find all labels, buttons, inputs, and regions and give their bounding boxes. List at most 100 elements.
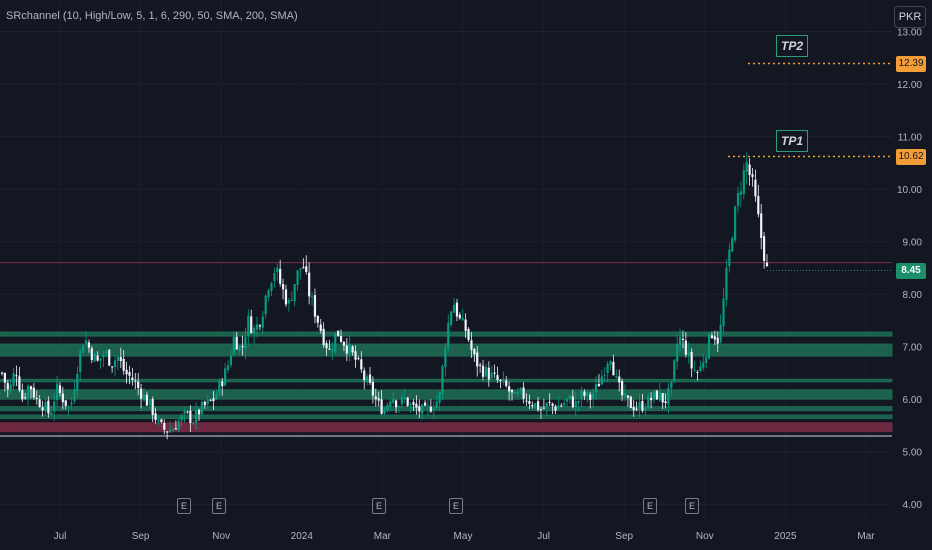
candle-body [290, 300, 293, 302]
candle-body [580, 390, 583, 400]
candle-body [215, 393, 218, 400]
candle-body [687, 352, 690, 357]
x-tick-label: Sep [132, 531, 150, 542]
candle-body [380, 399, 383, 414]
candle-body [334, 332, 337, 353]
earnings-marker[interactable]: E [685, 498, 699, 514]
x-tick-label: Jul [54, 531, 67, 542]
candle-body [392, 399, 395, 403]
candle-body [238, 346, 241, 352]
y-tick-label: 6.00 [903, 395, 923, 406]
candle-body [728, 249, 731, 267]
candle-body [357, 358, 360, 360]
price-axis: 4.00 5.00 6.00 7.00 8.00 9.00 10.00 11.00 12.00 1… [897, 28, 922, 512]
candle-body [264, 295, 267, 315]
candle-body [9, 384, 12, 392]
candle-body [484, 366, 488, 377]
candle-body [224, 368, 227, 386]
candle-body [328, 348, 331, 350]
candle-body [368, 374, 372, 383]
candle-body [371, 381, 375, 396]
currency-button[interactable]: PKR [894, 6, 926, 28]
candle-body [739, 191, 743, 195]
earnings-marker[interactable]: E [372, 498, 386, 514]
candle-body [536, 401, 540, 411]
candle-body [310, 296, 314, 298]
candle-body [339, 336, 343, 342]
x-tick-label: Mar [857, 531, 875, 542]
candle-body [594, 384, 598, 393]
candle-body [629, 396, 632, 409]
candle-body [122, 358, 125, 371]
candle-body [490, 372, 493, 379]
candle-body [116, 356, 120, 361]
candle-body [342, 341, 346, 346]
candle-body [603, 375, 606, 377]
candle-body [693, 369, 696, 371]
x-tick-label: May [454, 531, 473, 542]
candle-body [710, 335, 714, 339]
candle-body [29, 386, 33, 390]
y-tick-label: 11.00 [898, 133, 923, 144]
candle-body [363, 370, 366, 381]
candle-body [73, 389, 76, 402]
candle-body [345, 345, 348, 354]
candle-body [618, 376, 621, 383]
candle-body [716, 337, 719, 344]
candle-body [435, 401, 438, 409]
earnings-marker[interactable]: E [212, 498, 226, 514]
candle-body [279, 268, 282, 284]
candlesticks [0, 152, 769, 440]
earnings-marker[interactable]: E [177, 498, 191, 514]
candle-body [331, 349, 334, 352]
candle-body [12, 373, 15, 387]
candle-body [684, 340, 687, 355]
candle-body [293, 284, 296, 302]
candle-body [600, 376, 603, 385]
candle-body [316, 315, 319, 323]
candle-body [742, 169, 745, 195]
candle-body [736, 192, 740, 206]
indicator-title[interactable]: SRchannel (10, High/Low, 5, 1, 6, 290, 5… [6, 10, 298, 22]
candle-body [134, 380, 137, 382]
candle-body [325, 343, 328, 349]
candle-body [606, 363, 609, 374]
candle-body [41, 407, 44, 411]
earnings-marker[interactable]: E [643, 498, 657, 514]
candle-body [174, 428, 177, 430]
sr-level-band [0, 414, 893, 420]
candle-body [461, 317, 464, 321]
candle-body [574, 401, 577, 408]
candle-body [499, 379, 502, 381]
candle-body [102, 354, 105, 358]
candle-body [226, 365, 230, 370]
candle-body [702, 362, 705, 368]
earnings-marker[interactable]: E [449, 498, 463, 514]
candle-body [658, 391, 661, 401]
candle-body [696, 371, 699, 373]
candle-body [79, 350, 82, 373]
candle-body [745, 162, 748, 172]
candle-body [139, 388, 143, 399]
sr-level-band [0, 378, 893, 383]
candle-body [267, 290, 270, 298]
tp1-price-tag: 10.62 [896, 148, 926, 165]
candle-body [592, 393, 595, 399]
x-tick-label: 2024 [291, 531, 314, 542]
candle-body [400, 396, 403, 405]
candle-body [192, 423, 195, 425]
candle-body [38, 399, 41, 407]
candle-body [151, 398, 154, 415]
candle-body [748, 164, 751, 176]
candle-body [586, 392, 589, 396]
candle-body [195, 410, 198, 423]
candle-body [539, 409, 543, 411]
candle-body [111, 366, 114, 368]
candle-body [502, 379, 505, 381]
candle-body [206, 399, 209, 405]
candle-body [374, 396, 377, 400]
candle-body [531, 404, 534, 407]
y-tick-label: 9.00 [903, 238, 923, 249]
candle-body [412, 402, 415, 405]
